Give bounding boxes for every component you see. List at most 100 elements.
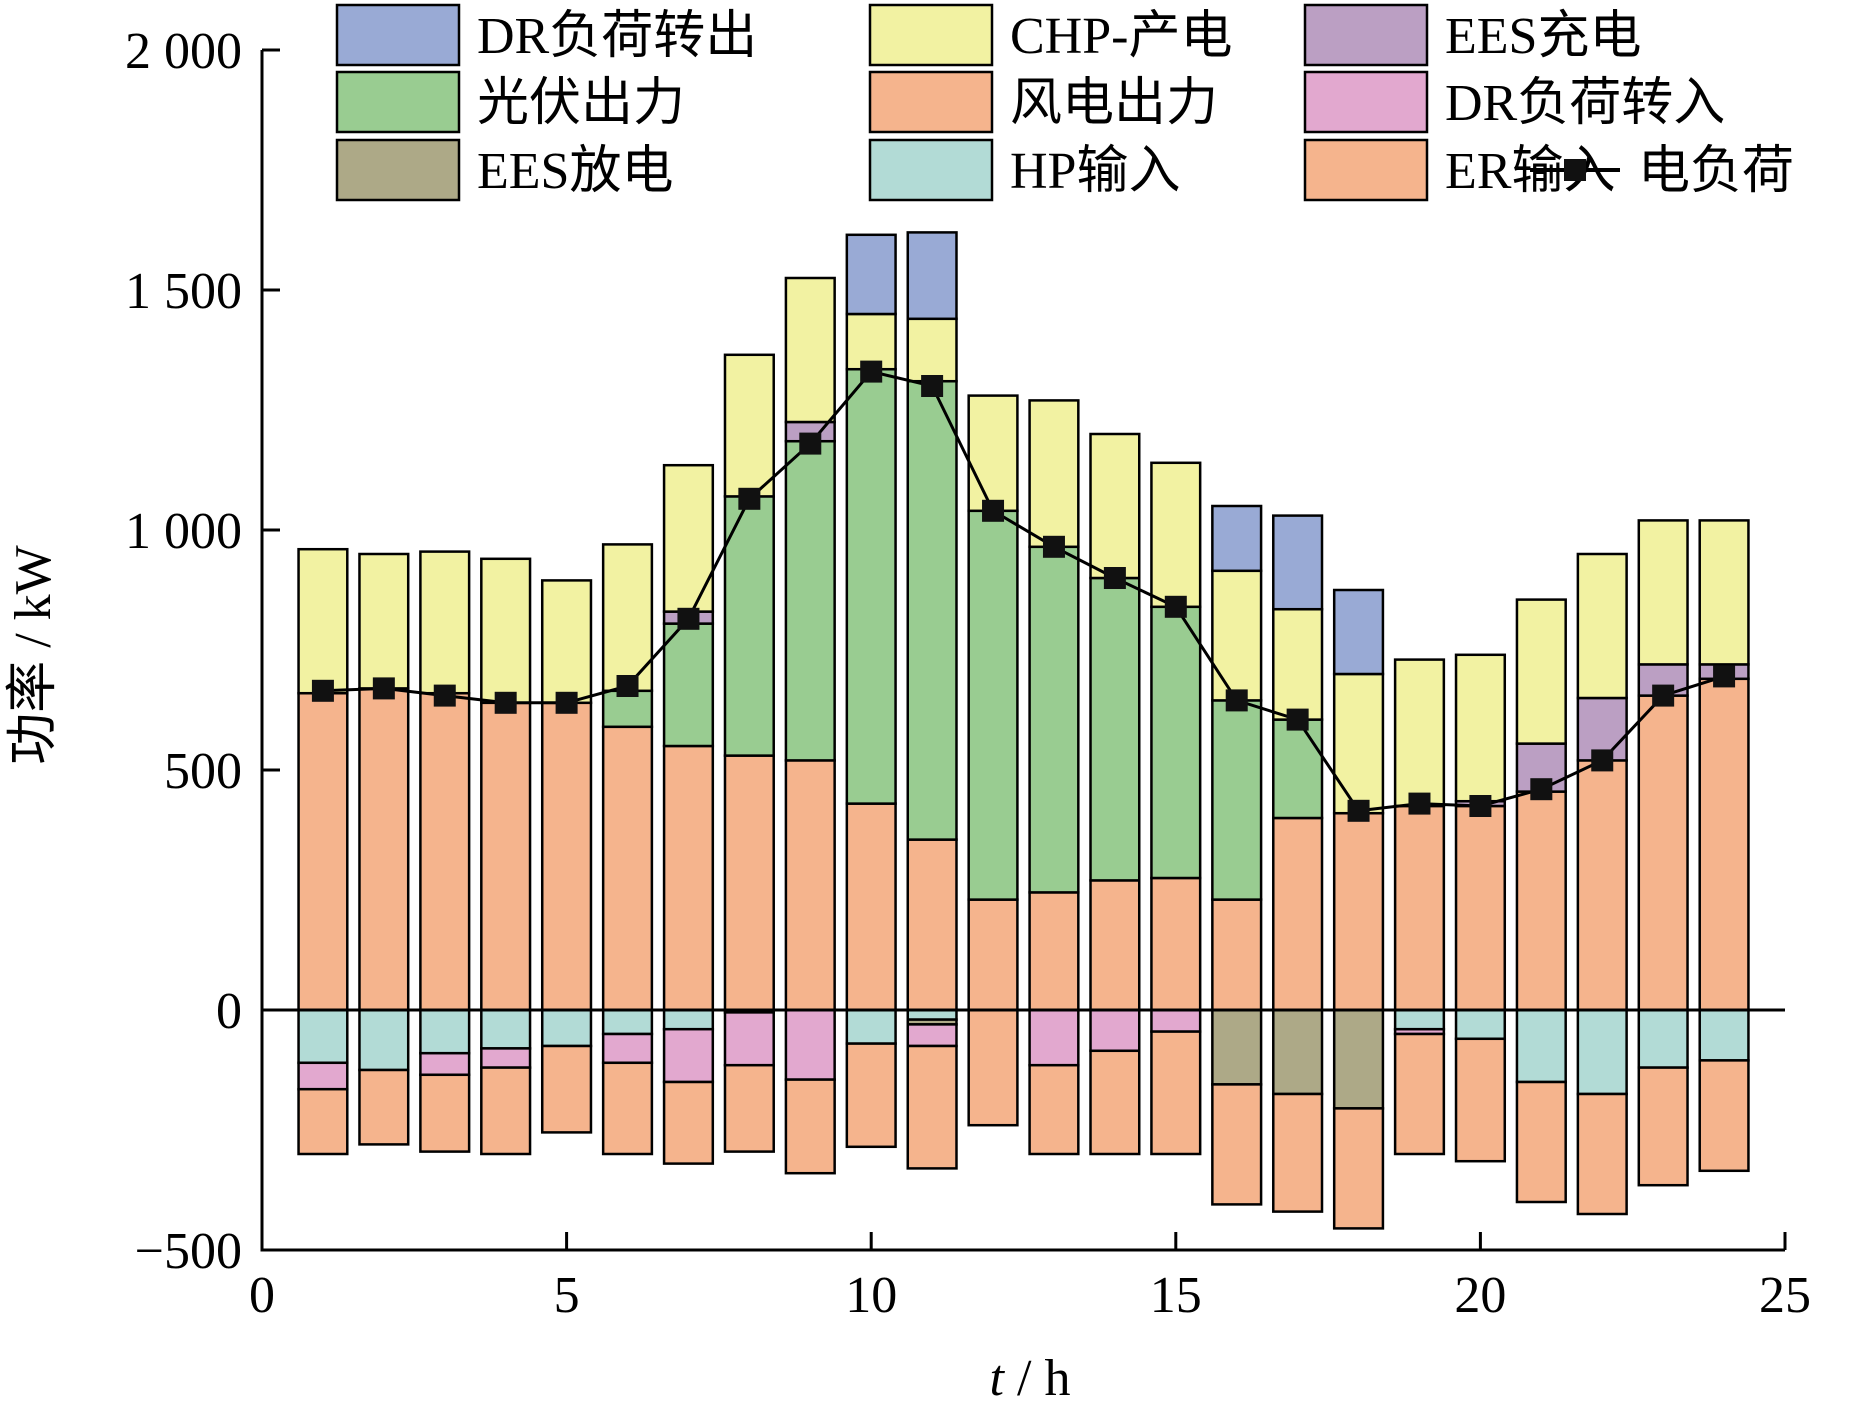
bar-segment-t18-s10 — [1332, 1107, 1385, 1230]
legend-label: EES充电 — [1445, 8, 1641, 65]
load-marker-t22 — [1591, 749, 1614, 772]
bar-segment-t2-s5 — [358, 552, 410, 690]
bar-segment-t18-s5 — [1332, 672, 1385, 815]
bar-segment-t7-s7 — [662, 1008, 715, 1031]
bar-segment-t23-s10 — [1637, 1066, 1689, 1187]
load-line-layer — [311, 360, 1736, 822]
bar-segment-t13-s10 — [1028, 1063, 1080, 1156]
bar-segment-t15-s0 — [1150, 876, 1202, 1012]
bars-layer — [297, 231, 1750, 1230]
bar-segment-t10-s1 — [845, 367, 897, 805]
bar-segment-t10-s6 — [845, 233, 897, 316]
bar-segment-t9-s1 — [784, 439, 836, 762]
bar-segment-t11-s1 — [906, 379, 958, 841]
legend-item-5: DR负荷转入 — [1303, 70, 1725, 134]
legend-swatch — [1303, 3, 1429, 67]
bar-segment-t8-s9 — [723, 1011, 775, 1067]
bar-segment-t16-s1 — [1211, 699, 1263, 901]
bar-segment-t14-s1 — [1089, 576, 1141, 882]
load-marker-t23 — [1652, 684, 1675, 707]
bar-segment-t17-s6 — [1272, 514, 1324, 611]
load-marker-t17 — [1286, 708, 1309, 731]
bar-segment-t21-s0 — [1515, 790, 1567, 1012]
bar-segment-t12-s1 — [967, 509, 1019, 901]
legend-item-6: EES放电 — [335, 138, 673, 202]
bar-segment-t4-s5 — [480, 557, 532, 705]
bar-segment-t7-s5 — [662, 463, 715, 613]
bar-segment-t23-s7 — [1637, 1008, 1689, 1069]
x-tick-label: 15 — [1150, 1267, 1202, 1324]
bar-segment-t3-s9 — [419, 1051, 471, 1077]
bar-segment-t22-s5 — [1576, 552, 1628, 700]
bar-segment-t24-s0 — [1698, 677, 1750, 1012]
load-marker-t5 — [555, 691, 578, 714]
legend-marker-icon — [1564, 159, 1586, 181]
bar-segment-t7-s10 — [662, 1080, 715, 1165]
load-marker-t6 — [616, 675, 639, 697]
bar-segment-t17-s8 — [1272, 1008, 1324, 1096]
legend-swatch — [868, 3, 994, 67]
load-marker-t21 — [1530, 778, 1553, 801]
bar-segment-t17-s0 — [1272, 816, 1324, 1012]
load-marker-t11 — [921, 375, 944, 397]
x-axis-title-unit: / h — [1004, 1350, 1070, 1407]
bar-segment-t8-s10 — [723, 1063, 775, 1153]
bar-segment-t11-s10 — [906, 1044, 958, 1170]
bar-segment-t24-s5 — [1698, 519, 1750, 666]
bar-segment-t6-s10 — [601, 1061, 654, 1156]
x-axis-title-variable: t — [990, 1350, 1006, 1407]
bar-segment-t6-s9 — [601, 1032, 654, 1065]
bar-segment-t22-s10 — [1576, 1092, 1628, 1216]
bar-segment-t15-s1 — [1150, 605, 1202, 880]
x-tick-label: 0 — [249, 1267, 275, 1324]
bar-segment-t17-s5 — [1272, 607, 1324, 721]
load-marker-t10 — [860, 360, 883, 383]
bar-segment-t13-s9 — [1028, 1008, 1080, 1067]
bar-segment-t4-s9 — [480, 1047, 532, 1069]
legend-swatch — [1303, 70, 1429, 134]
bar-segment-t14-s0 — [1089, 879, 1141, 1012]
bar-segment-t21-s7 — [1515, 1008, 1567, 1084]
bar-segment-t11-s9 — [906, 1023, 958, 1048]
legend-item-1: CHP-产电 — [868, 3, 1232, 67]
y-tick-label: 500 — [164, 743, 242, 800]
load-marker-t12 — [982, 499, 1005, 522]
bar-segment-t4-s7 — [480, 1008, 532, 1050]
bar-segment-t10-s7 — [845, 1008, 897, 1045]
bar-segment-t11-s5 — [906, 317, 958, 383]
bar-segment-t10-s0 — [845, 802, 897, 1012]
bar-segment-t16-s6 — [1211, 504, 1263, 573]
bar-segment-t6-s7 — [601, 1008, 654, 1036]
bar-segment-t21-s5 — [1515, 598, 1567, 745]
bar-segment-t24-s10 — [1698, 1059, 1750, 1173]
bar-segment-t22-s7 — [1576, 1008, 1628, 1096]
load-marker-t15 — [1164, 595, 1187, 618]
legend-item-3: 光伏出力 — [335, 70, 685, 134]
bar-segment-t1-s0 — [297, 691, 349, 1012]
bar-segment-t16-s5 — [1211, 569, 1263, 702]
bar-segment-t14-s9 — [1089, 1008, 1141, 1053]
bar-segment-t12-s0 — [967, 898, 1019, 1012]
y-tick-label: 1 000 — [125, 503, 242, 560]
bar-segment-t14-s5 — [1089, 432, 1141, 580]
load-marker-t4 — [494, 691, 517, 714]
bar-segment-t7-s9 — [662, 1027, 715, 1084]
bar-segment-t13-s5 — [1028, 399, 1080, 549]
bar-segment-t19-s10 — [1393, 1032, 1446, 1156]
bar-segment-t16-s8 — [1211, 1008, 1263, 1086]
x-tick-label: 20 — [1454, 1267, 1506, 1324]
x-tick-label: 10 — [845, 1267, 897, 1324]
load-marker-t13 — [1042, 535, 1065, 558]
legend-swatch — [335, 70, 461, 134]
bar-segment-t5-s0 — [540, 701, 593, 1012]
bar-segment-t2-s0 — [358, 687, 410, 1012]
bar-segment-t11-s0 — [906, 838, 958, 1012]
legend-label: 风电出力 — [1010, 75, 1218, 132]
bar-segment-t9-s5 — [784, 276, 836, 424]
legend-swatch — [335, 138, 461, 202]
load-marker-t8 — [738, 487, 761, 510]
bar-segment-t15-s9 — [1150, 1008, 1202, 1033]
bar-segment-t19-s7 — [1393, 1008, 1446, 1031]
